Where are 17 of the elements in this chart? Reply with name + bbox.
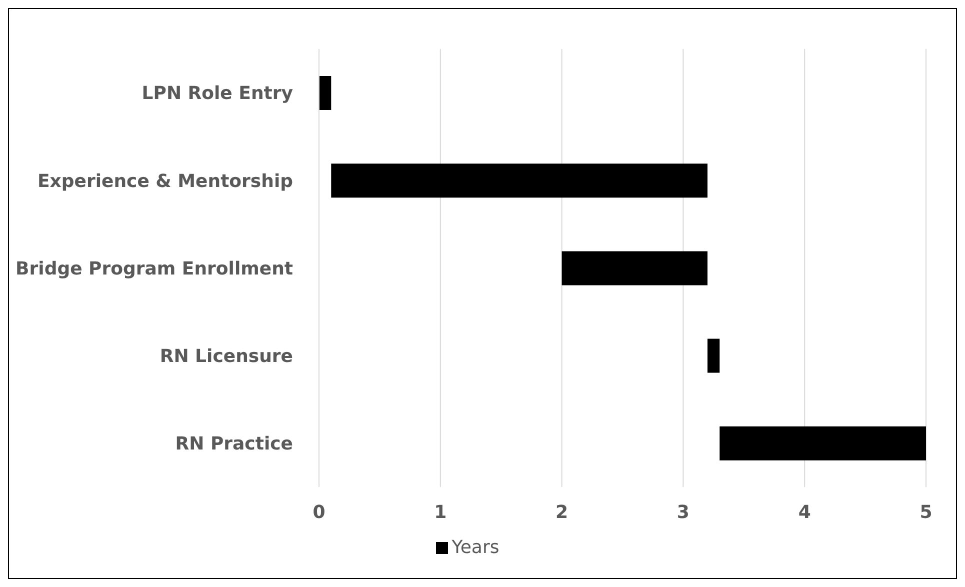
y-tick-label: LPN Role Entry <box>142 83 294 104</box>
y-tick-label: RN Licensure <box>160 346 293 367</box>
bar <box>562 251 708 286</box>
bar <box>319 76 332 110</box>
bar <box>331 164 708 198</box>
x-tick-label: 3 <box>676 502 690 523</box>
legend-label: Years <box>452 537 500 558</box>
y-tick-label: RN Practice <box>175 434 293 455</box>
x-tick-label: 1 <box>434 502 447 523</box>
x-tick-label: 4 <box>798 502 811 523</box>
bar <box>707 338 720 373</box>
x-tick-label: 0 <box>312 502 326 523</box>
x-tick-label: 2 <box>556 502 568 523</box>
bar <box>720 426 926 460</box>
y-tick-label: Experience & Mentorship <box>37 170 294 192</box>
x-tick-label: 5 <box>920 502 932 523</box>
y-tick-label: Bridge Program Enrollment <box>16 258 294 280</box>
